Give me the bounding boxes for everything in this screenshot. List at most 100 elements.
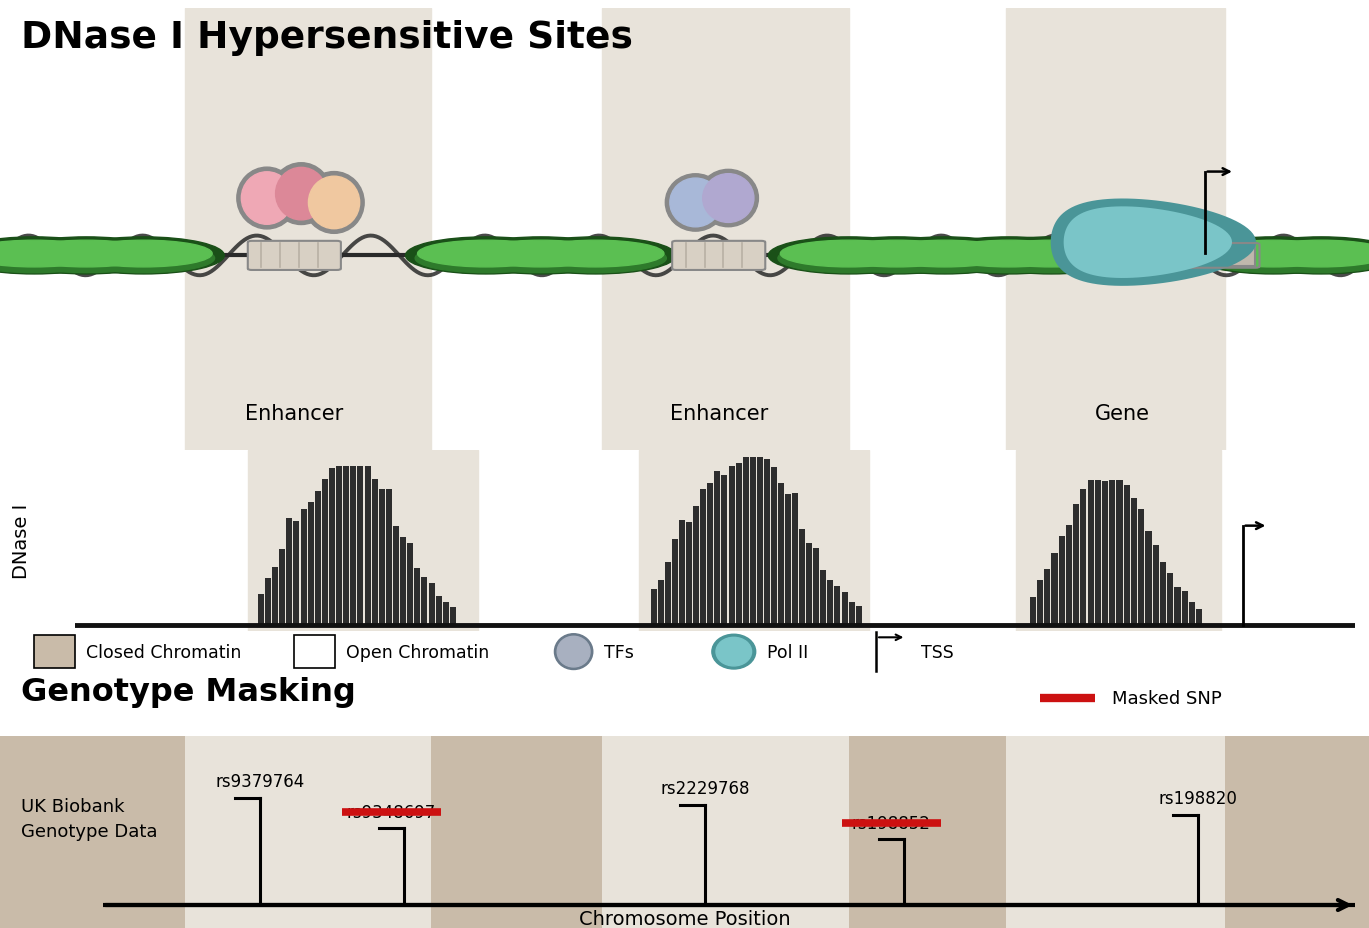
Bar — [357, 467, 364, 625]
Bar — [301, 509, 307, 625]
Bar — [856, 606, 861, 625]
Text: UK Biobank
Genotype Data: UK Biobank Genotype Data — [21, 797, 157, 840]
Ellipse shape — [826, 244, 968, 274]
Bar — [784, 495, 791, 625]
Ellipse shape — [665, 174, 726, 232]
Bar — [638, 450, 869, 631]
Ellipse shape — [983, 241, 1120, 267]
Ellipse shape — [1027, 241, 1164, 267]
Bar — [315, 492, 320, 625]
Text: DNase I: DNase I — [12, 503, 31, 578]
Ellipse shape — [271, 163, 331, 226]
Ellipse shape — [716, 638, 752, 666]
Text: Gene: Gene — [1095, 404, 1150, 423]
Ellipse shape — [415, 244, 557, 274]
Bar — [379, 489, 385, 625]
Bar — [721, 476, 727, 625]
Bar — [364, 467, 371, 625]
Bar — [1087, 481, 1094, 625]
Bar — [1146, 532, 1151, 625]
Ellipse shape — [941, 241, 1077, 267]
Bar — [248, 450, 479, 631]
Bar — [1168, 574, 1173, 625]
Text: TFs: TFs — [604, 643, 634, 661]
Bar — [435, 597, 442, 625]
Ellipse shape — [63, 238, 225, 275]
Ellipse shape — [241, 173, 293, 226]
Bar — [602, 9, 849, 450]
PathPatch shape — [1064, 207, 1232, 278]
Ellipse shape — [828, 241, 965, 267]
Bar — [1117, 481, 1123, 625]
Bar — [1045, 569, 1050, 625]
Bar — [1029, 597, 1036, 625]
Ellipse shape — [527, 241, 664, 267]
Bar — [658, 581, 664, 625]
Bar — [0, 737, 1369, 928]
Text: Closed Chromatin: Closed Chromatin — [86, 643, 241, 661]
Bar — [602, 737, 849, 928]
Bar — [1124, 485, 1129, 625]
Bar — [813, 548, 819, 625]
Ellipse shape — [0, 241, 103, 267]
Ellipse shape — [472, 241, 609, 267]
Bar — [400, 537, 407, 625]
Ellipse shape — [308, 177, 360, 229]
Ellipse shape — [980, 244, 1123, 274]
FancyBboxPatch shape — [672, 241, 765, 271]
Bar — [1175, 587, 1180, 625]
Bar — [1080, 490, 1087, 625]
Text: rs198852: rs198852 — [852, 814, 931, 831]
Bar — [266, 578, 271, 625]
Ellipse shape — [778, 244, 920, 274]
Bar — [293, 522, 300, 625]
Bar — [827, 580, 834, 625]
Ellipse shape — [460, 238, 622, 275]
Bar — [728, 466, 735, 625]
Ellipse shape — [816, 238, 977, 275]
Ellipse shape — [712, 635, 756, 669]
Ellipse shape — [304, 173, 364, 234]
Bar — [1131, 498, 1138, 625]
Text: rs9379764: rs9379764 — [215, 772, 305, 791]
Text: Enhancer: Enhancer — [245, 404, 344, 423]
Bar — [1160, 562, 1166, 625]
Bar — [1197, 610, 1202, 625]
Ellipse shape — [15, 244, 157, 274]
Bar — [679, 521, 684, 625]
Ellipse shape — [18, 241, 155, 267]
Bar — [1016, 450, 1221, 631]
Bar — [715, 472, 720, 625]
Bar — [764, 459, 769, 625]
Text: rs2229768: rs2229768 — [660, 780, 750, 797]
Text: TSS: TSS — [921, 643, 954, 661]
Text: Masked SNP: Masked SNP — [1112, 690, 1221, 707]
Ellipse shape — [5, 238, 167, 275]
Bar — [1006, 737, 1225, 928]
Ellipse shape — [928, 238, 1090, 275]
Bar — [849, 602, 854, 625]
Ellipse shape — [1253, 241, 1369, 267]
Bar — [286, 519, 293, 625]
Bar — [329, 469, 335, 625]
Ellipse shape — [0, 244, 105, 274]
Bar — [294, 635, 335, 668]
Ellipse shape — [873, 244, 1016, 274]
Text: Open Chromatin: Open Chromatin — [346, 643, 490, 661]
Bar — [393, 526, 398, 625]
Bar — [686, 522, 693, 625]
Ellipse shape — [515, 238, 676, 275]
Ellipse shape — [554, 634, 593, 670]
Bar — [1006, 9, 1225, 450]
Ellipse shape — [938, 244, 1080, 274]
Ellipse shape — [75, 241, 212, 267]
Ellipse shape — [698, 170, 758, 227]
Bar — [701, 490, 706, 625]
Bar — [842, 592, 847, 625]
Ellipse shape — [768, 238, 930, 275]
Ellipse shape — [0, 238, 115, 275]
Bar — [185, 9, 431, 450]
Ellipse shape — [1240, 238, 1369, 275]
Bar — [386, 489, 392, 625]
Bar — [442, 602, 449, 625]
